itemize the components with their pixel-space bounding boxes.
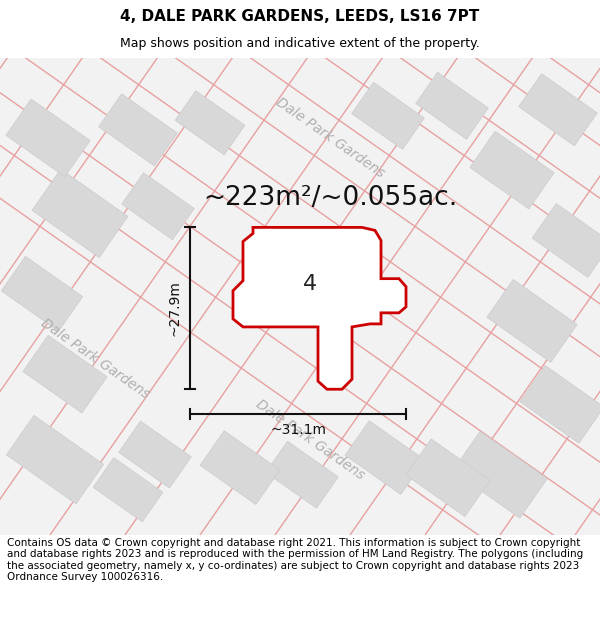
Text: 4: 4 xyxy=(303,274,317,294)
Polygon shape xyxy=(520,366,600,443)
Text: Contains OS data © Crown copyright and database right 2021. This information is : Contains OS data © Crown copyright and d… xyxy=(7,538,583,582)
Polygon shape xyxy=(32,169,128,258)
Polygon shape xyxy=(98,94,178,166)
Text: ~31.1m: ~31.1m xyxy=(270,423,326,438)
Polygon shape xyxy=(122,173,194,240)
Polygon shape xyxy=(470,131,554,209)
Polygon shape xyxy=(406,439,490,517)
Polygon shape xyxy=(175,91,245,155)
Polygon shape xyxy=(1,256,83,331)
Polygon shape xyxy=(93,458,163,522)
Text: ~27.9m: ~27.9m xyxy=(167,281,181,336)
Polygon shape xyxy=(345,421,425,494)
Polygon shape xyxy=(518,74,598,146)
Polygon shape xyxy=(200,431,280,504)
Text: 4, DALE PARK GARDENS, LEEDS, LS16 7PT: 4, DALE PARK GARDENS, LEEDS, LS16 7PT xyxy=(121,9,479,24)
Text: Dale Park Gardens: Dale Park Gardens xyxy=(253,397,367,482)
Polygon shape xyxy=(23,335,107,413)
Polygon shape xyxy=(352,82,424,149)
Polygon shape xyxy=(487,279,577,362)
Polygon shape xyxy=(452,431,547,518)
Polygon shape xyxy=(532,204,600,278)
Text: Map shows position and indicative extent of the property.: Map shows position and indicative extent… xyxy=(120,38,480,51)
Polygon shape xyxy=(416,72,488,139)
Text: Dale Park Gardens: Dale Park Gardens xyxy=(273,95,387,181)
Polygon shape xyxy=(6,99,90,177)
Text: Dale Park Gardens: Dale Park Gardens xyxy=(38,316,152,402)
Text: ~223m²/~0.055ac.: ~223m²/~0.055ac. xyxy=(203,185,457,211)
Polygon shape xyxy=(233,228,406,389)
Polygon shape xyxy=(7,416,104,504)
Polygon shape xyxy=(266,441,338,508)
Polygon shape xyxy=(119,421,191,488)
